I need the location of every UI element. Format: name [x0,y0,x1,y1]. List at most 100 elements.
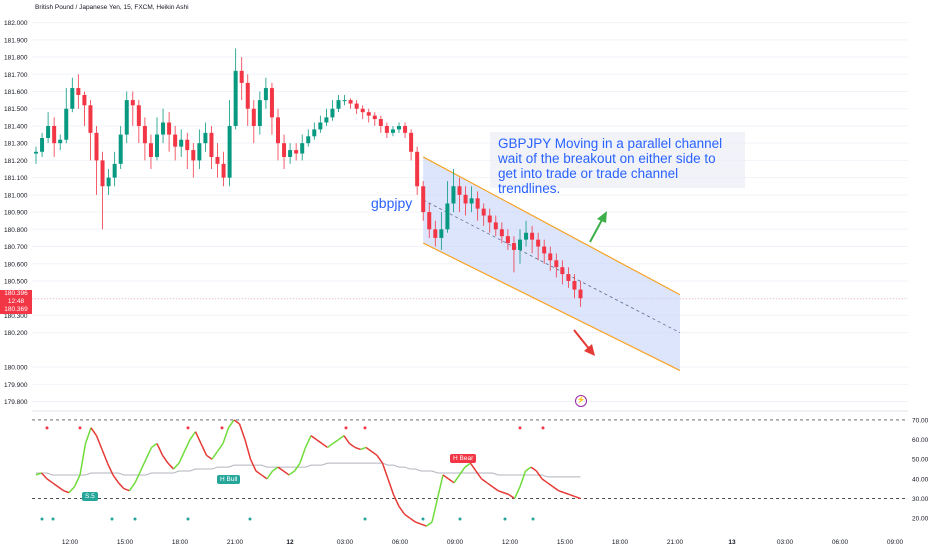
channel-note: GBPJPY Moving in a parallel channel wait… [490,132,745,196]
osc-segment [349,442,356,449]
candle-body [415,151,420,187]
osc-segment [409,517,416,523]
candle-body [487,215,492,223]
overbought-dot [541,426,545,430]
time-tick-label: 21:00 [227,539,244,546]
osc-segment [316,438,323,445]
osc-segment [458,466,466,476]
lightning-icon[interactable]: ⚡ [575,395,587,407]
osc-segment [161,454,169,464]
candle-body [282,143,287,157]
time-tick-label: 06:00 [392,539,409,546]
osc-segment [392,494,400,507]
candle-body [427,212,432,230]
osc-segment [222,427,230,444]
osc-segment [299,447,307,464]
candle-body [88,105,93,133]
osc-segment [563,491,570,496]
candle-body [263,88,268,101]
channel-lower-line [422,242,681,372]
candle-body [439,229,444,238]
candle-body [566,274,571,281]
oversold-dot [503,517,507,521]
osc-segment [167,462,175,470]
price-tick-label: 181.900 [4,37,28,44]
osc-segment [156,443,164,456]
osc-segment [338,435,345,441]
osc-segment [238,423,246,440]
candle-body [433,229,438,238]
h-bear-label: H Bear [450,454,477,463]
osc-segment [492,486,499,492]
candle-body [366,112,371,116]
candle-body [354,103,359,109]
osc-segment [436,474,444,499]
time-tick-label: 03:00 [337,539,354,546]
osc-segment [475,470,483,480]
candle-body [493,222,498,230]
candle-body [64,108,69,140]
osc-segment [387,478,395,495]
osc-segment [464,462,471,468]
price-tick-label: 181.000 [4,192,28,199]
candles [34,48,583,307]
overbought-dot [220,426,224,430]
last-price-value: 180.396 [4,290,28,297]
candle-body [179,139,184,147]
osc-segment [321,442,328,449]
osc-segment [101,449,109,464]
osc-segment [216,443,224,452]
overbought-dot [363,426,367,430]
osc-segment [90,427,98,437]
osc-segment [145,447,153,460]
osc-segment [117,482,125,490]
osc-segment [95,435,103,450]
candle-body [372,115,377,120]
osc-segment [304,435,312,448]
osc-segment [420,523,427,527]
candle-body [524,232,529,240]
osc-segment [288,470,295,476]
candle-body [409,132,414,152]
oversold-dot [40,517,44,521]
time-tick-label: 06:00 [832,539,849,546]
candle-body [536,239,541,247]
down-arrow-head [584,344,595,356]
candle-body [390,129,395,133]
price-tick-label: 180.500 [4,278,28,285]
osc-segment [398,505,406,515]
osc-segment [497,489,504,494]
osc-segment [244,439,252,460]
time-axis: 12:00 15:00 18:00 21:00 12 03:00 06:00 09:00 12:… [62,539,904,546]
osc-segment [52,482,59,488]
oversold-dot [421,517,425,521]
candle-body [445,203,450,230]
price-tick-label: 182.000 [4,20,28,27]
candle-body [511,243,516,250]
osc-segment [360,446,367,451]
oversold-dot [51,517,55,521]
osc-segment [365,446,372,452]
price-axis: 179.800179.900180.000180.200180.300180.4… [4,20,28,406]
candle-body [76,88,81,95]
osc-segment [68,486,76,494]
osc-tick-label: 60.00 [912,437,929,444]
candle-body [318,122,323,130]
candle-body [245,82,250,109]
overbought-dot [186,426,190,430]
osc-segment [84,427,92,444]
candle-body [257,100,262,126]
candle-body [118,134,123,164]
osc-segment [139,458,147,472]
candle-body [52,125,57,144]
osc-segment [178,451,186,464]
candle-body [330,108,335,118]
osc-segment [189,431,197,441]
up-arrow-head [597,211,607,223]
symbol-annotation: gbpjpy [371,195,413,211]
osc-segment [332,438,339,445]
candle-body [463,194,468,204]
osc-segment [541,478,548,484]
osc-segment [310,435,317,441]
